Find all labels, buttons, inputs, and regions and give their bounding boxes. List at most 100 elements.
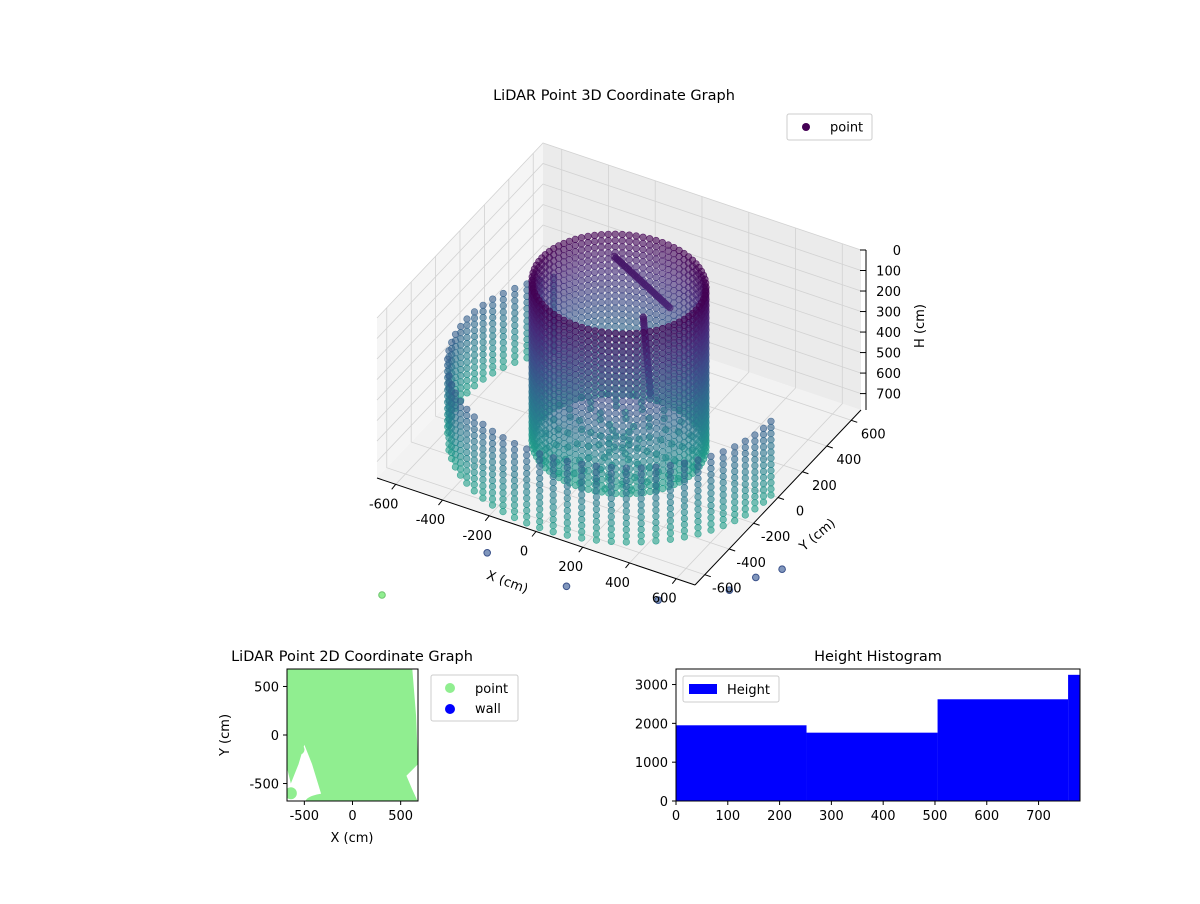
chart-3d-point xyxy=(571,346,580,354)
chart-3d-point xyxy=(646,315,654,323)
chart-3d-point xyxy=(751,505,759,513)
chart-3d-point xyxy=(489,295,497,303)
chart-3d-point xyxy=(584,300,592,308)
chart-3d-y-tick-label: 600 xyxy=(861,427,886,442)
chart-3d-point xyxy=(767,473,775,481)
chart-3d-point xyxy=(598,457,606,465)
chart-3d-point xyxy=(577,234,586,242)
chart-3d-point xyxy=(625,299,633,307)
chart-3d-point xyxy=(470,425,478,433)
chart-3d-point xyxy=(605,433,613,442)
chart-3d-point xyxy=(571,303,579,311)
chart-3d-point xyxy=(463,370,471,379)
chart-3d-point xyxy=(626,416,634,424)
chart-2d-title: LiDAR Point 2D Coordinate Graph xyxy=(231,649,473,665)
chart-3d-point xyxy=(571,469,580,477)
chart-3d-point xyxy=(597,286,606,294)
chart-3d-point xyxy=(598,439,606,447)
chart-3d-point xyxy=(536,511,544,519)
chart-3d-point xyxy=(463,411,471,420)
chart-3d-point xyxy=(611,316,619,325)
chart-3d-x-tick-label: 400 xyxy=(605,576,630,591)
chart-3d-point xyxy=(719,472,727,481)
chart-3d-point xyxy=(646,296,654,304)
chart-3d-point xyxy=(625,237,633,245)
chart-3d-point xyxy=(619,428,627,436)
chart-3d-point xyxy=(523,519,531,527)
chart-3d-point xyxy=(626,373,634,381)
chart-3d-point xyxy=(563,482,571,490)
chart-2d-legend-wall-marker xyxy=(445,704,455,714)
chart-3d-legend: point xyxy=(786,113,873,141)
chart-3d-point xyxy=(571,401,580,410)
chart-3d-point xyxy=(759,455,768,463)
chart-3d-point xyxy=(618,292,626,300)
chart-3d-point xyxy=(659,485,667,493)
chart-3d-point xyxy=(618,310,626,319)
chart-3d-point xyxy=(767,466,775,475)
chart-3d-point xyxy=(625,323,633,332)
chart-3d-point xyxy=(659,368,667,376)
chart-3d-point xyxy=(470,487,478,495)
chart-3d-point xyxy=(652,236,660,245)
chart-3d-point xyxy=(511,321,519,330)
chart-3d-point xyxy=(626,434,634,442)
chart-3d-point xyxy=(759,474,768,482)
chart-3d-point xyxy=(463,461,471,469)
chart-3d-point xyxy=(664,372,673,380)
chart-3d-point xyxy=(592,499,601,507)
chart-3d-point xyxy=(591,456,599,464)
chart-3d-x-tick xyxy=(671,578,677,585)
chart-3d-point xyxy=(499,351,507,359)
chart-3d-point xyxy=(652,524,660,533)
chart-3d-point xyxy=(578,391,586,399)
chart-3d-point xyxy=(563,513,571,521)
chart-3d-point xyxy=(664,347,673,355)
chart-3d-point xyxy=(511,327,519,336)
chart-3d-point xyxy=(619,434,627,443)
chart-3d-point xyxy=(578,422,586,430)
chart-3d-point xyxy=(605,446,613,454)
chart-3d-point xyxy=(598,408,606,416)
chart-3d-point xyxy=(637,513,645,521)
chart-3d-point xyxy=(571,389,580,397)
chart-3d-outlier-point xyxy=(778,565,786,574)
chart-3d-point xyxy=(719,454,727,462)
chart-3d-point xyxy=(605,403,613,411)
chart-3d-ticks: -600-400-2000200400600-600-400-200020040… xyxy=(369,244,901,607)
chart-3d-point xyxy=(571,309,579,317)
chart-3d-point xyxy=(499,302,507,310)
chart-3d-point xyxy=(646,309,654,317)
chart-3d-point xyxy=(591,431,599,440)
chart-3d-point xyxy=(571,297,579,305)
chart-3d-point xyxy=(751,486,759,495)
chart-3d-point xyxy=(659,380,667,388)
chart-3d-point xyxy=(694,517,702,526)
chart-3d-point xyxy=(489,320,497,328)
chart-3d-point xyxy=(618,286,626,294)
chart-3d-point xyxy=(625,286,633,295)
chart-3d-point xyxy=(619,404,627,412)
chart-3d-point xyxy=(719,497,727,505)
chart-3d-point xyxy=(632,403,641,411)
chart-3d-point xyxy=(607,470,615,478)
chart-3d-point xyxy=(664,415,673,423)
chart-3d-point xyxy=(659,417,667,425)
chart-3d-point xyxy=(637,507,645,515)
chart-3d-point xyxy=(680,520,689,529)
chart-3d-point xyxy=(445,347,453,355)
chart-3d-point xyxy=(591,364,599,372)
chart-3d-point xyxy=(523,482,531,490)
chart-3d-point xyxy=(523,457,531,465)
chart-3d-point xyxy=(625,280,633,288)
chart-3d-point xyxy=(618,280,626,288)
chart-3d-point xyxy=(578,479,586,487)
chart-3d-point xyxy=(584,405,592,413)
chart-3d-point xyxy=(499,308,507,316)
chart-3d-point xyxy=(470,320,479,328)
chart-3d-point xyxy=(549,528,557,536)
chart-3d-xlabel: X (cm) xyxy=(484,568,530,597)
chart-3d-point xyxy=(549,466,557,474)
chart-3d-point xyxy=(707,495,715,503)
